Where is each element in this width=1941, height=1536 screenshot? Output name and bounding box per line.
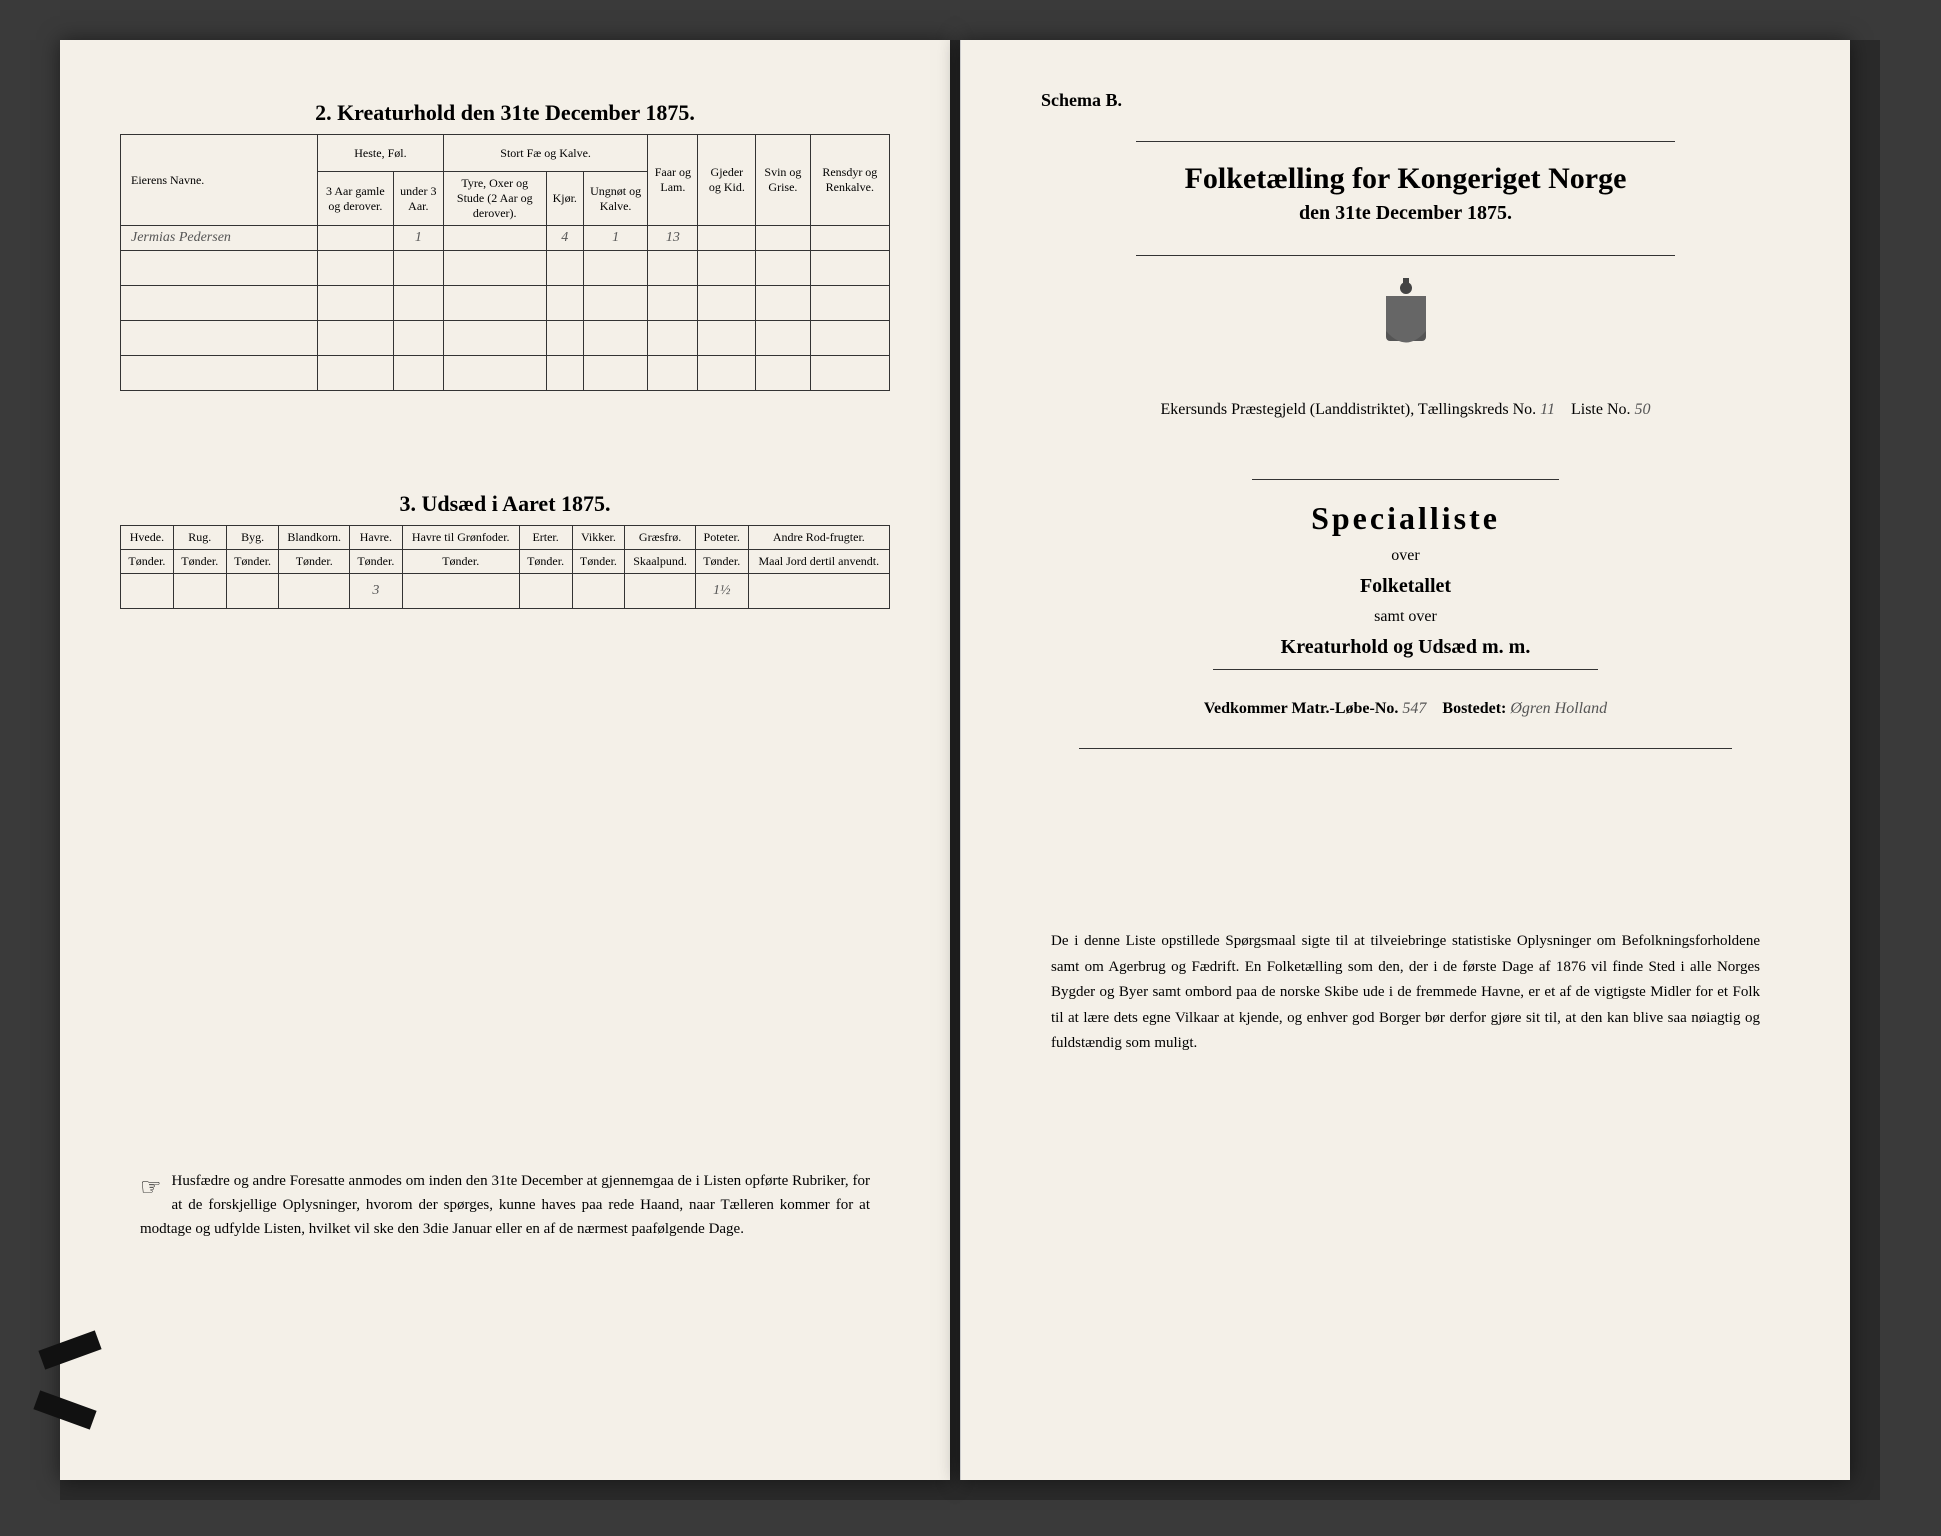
col-pigs: Svin og Grise. <box>756 135 810 226</box>
unit: Tønder. <box>121 550 174 574</box>
cell-value: 1½ <box>695 574 748 609</box>
col-owner: Eierens Navne. <box>121 135 318 226</box>
table-row <box>121 356 890 391</box>
left-footer-note: ☞ Husfædre og andre Foresatte anmodes om… <box>120 1169 890 1241</box>
divider <box>1252 479 1560 480</box>
col-oats: Havre. <box>349 526 402 550</box>
cell-value: 4 <box>546 226 583 251</box>
divider <box>1136 141 1674 142</box>
right-footer-text: De i denne Liste opstillede Spørgsmaal s… <box>1021 929 1790 1057</box>
col-potatoes: Poteter. <box>695 526 748 550</box>
binder-clip <box>38 1330 101 1369</box>
section2-title: 2. Kreaturhold den 31te December 1875. <box>120 100 890 126</box>
cell-value: 1 <box>583 226 647 251</box>
matr-label: Vedkommer Matr.-Løbe-No. <box>1204 700 1399 717</box>
col-cattle-a: Tyre, Oxer og Stude (2 Aar og derover). <box>443 172 546 226</box>
main-title: Folketælling for Kongeriget Norge <box>1021 162 1790 196</box>
cell-value: 13 <box>648 226 698 251</box>
left-page: 2. Kreaturhold den 31te December 1875. E… <box>60 40 950 1480</box>
col-oats-green: Havre til Grønfoder. <box>402 526 519 550</box>
liste-no: 50 <box>1635 401 1651 418</box>
cell-value: 1 <box>393 226 443 251</box>
unit: Tønder. <box>349 550 402 574</box>
unit: Maal Jord dertil anvendt. <box>748 550 889 574</box>
unit: Tønder. <box>572 550 625 574</box>
col-wheat: Hvede. <box>121 526 174 550</box>
kreaturhold-label: Kreaturhold og Udsæd m. m. <box>1021 636 1790 659</box>
cell-value: 3 <box>349 574 402 609</box>
col-group-horses: Heste, Føl. <box>318 135 444 172</box>
col-horses-b: under 3 Aar. <box>393 172 443 226</box>
col-sheep: Faar og Lam. <box>648 135 698 226</box>
footer-text: Husfædre og andre Foresatte anmodes om i… <box>140 1173 870 1237</box>
col-grass: Græsfrø. <box>625 526 695 550</box>
district-prefix: Ekersunds Præstegjeld (Landdistriktet), … <box>1160 401 1536 418</box>
col-group-cattle: Stort Fæ og Kalve. <box>443 135 647 172</box>
section3-title: 3. Udsæd i Aaret 1875. <box>120 491 890 517</box>
livestock-table: Eierens Navne. Heste, Føl. Stort Fæ og K… <box>120 134 890 391</box>
col-goats: Gjeder og Kid. <box>698 135 756 226</box>
col-vetches: Vikker. <box>572 526 625 550</box>
table-row <box>121 286 890 321</box>
matr-line: Vedkommer Matr.-Løbe-No. 547 Bostedet: Ø… <box>1021 700 1790 718</box>
district-line: Ekersunds Præstegjeld (Landdistriktet), … <box>1021 401 1790 419</box>
col-cattle-c: Ungnøt og Kalve. <box>583 172 647 226</box>
table-row <box>121 321 890 356</box>
col-rye: Rug. <box>173 526 226 550</box>
folketallet-label: Folketallet <box>1021 575 1790 598</box>
liste-label: Liste No. <box>1571 401 1631 418</box>
bosted-label: Bostedet: <box>1442 700 1506 717</box>
district-no: 11 <box>1540 401 1555 418</box>
coat-of-arms-icon <box>1021 276 1790 371</box>
col-horses-a: 3 Aar gamle og derover. <box>318 172 394 226</box>
samt-over-label: samt over <box>1021 608 1790 626</box>
divider <box>1213 669 1598 670</box>
unit: Skaalpund. <box>625 550 695 574</box>
sowing-table: Hvede. Rug. Byg. Blandkorn. Havre. Havre… <box>120 525 890 609</box>
table-row: Jermias Pedersen 1 4 1 13 <box>121 226 890 251</box>
schema-label: Schema B. <box>1041 90 1790 111</box>
bosted-name: Øgren Holland <box>1510 700 1607 717</box>
matr-no: 547 <box>1402 700 1426 717</box>
unit: Tønder. <box>695 550 748 574</box>
col-cattle-b: Kjør. <box>546 172 583 226</box>
unit: Tønder. <box>402 550 519 574</box>
col-mixed: Blandkorn. <box>279 526 349 550</box>
right-page: Schema B. Folketælling for Kongeriget No… <box>960 40 1850 1480</box>
col-reindeer: Rensdyr og Renkalve. <box>810 135 889 226</box>
divider <box>1136 255 1674 256</box>
unit: Tønder. <box>173 550 226 574</box>
unit: Tønder. <box>279 550 349 574</box>
col-barley: Byg. <box>226 526 279 550</box>
subtitle: den 31te December 1875. <box>1021 202 1790 225</box>
table-row <box>121 251 890 286</box>
binder-clip <box>33 1390 96 1429</box>
table-row: 3 1½ <box>121 574 890 609</box>
col-other: Andre Rod-frugter. <box>748 526 889 550</box>
owner-name: Jermias Pedersen <box>121 226 318 251</box>
divider <box>1079 748 1733 749</box>
pointing-hand-icon: ☞ <box>140 1169 162 1207</box>
unit: Tønder. <box>226 550 279 574</box>
over-label: over <box>1021 547 1790 565</box>
unit: Tønder. <box>519 550 572 574</box>
special-title: Specialliste <box>1021 500 1790 537</box>
col-peas: Erter. <box>519 526 572 550</box>
